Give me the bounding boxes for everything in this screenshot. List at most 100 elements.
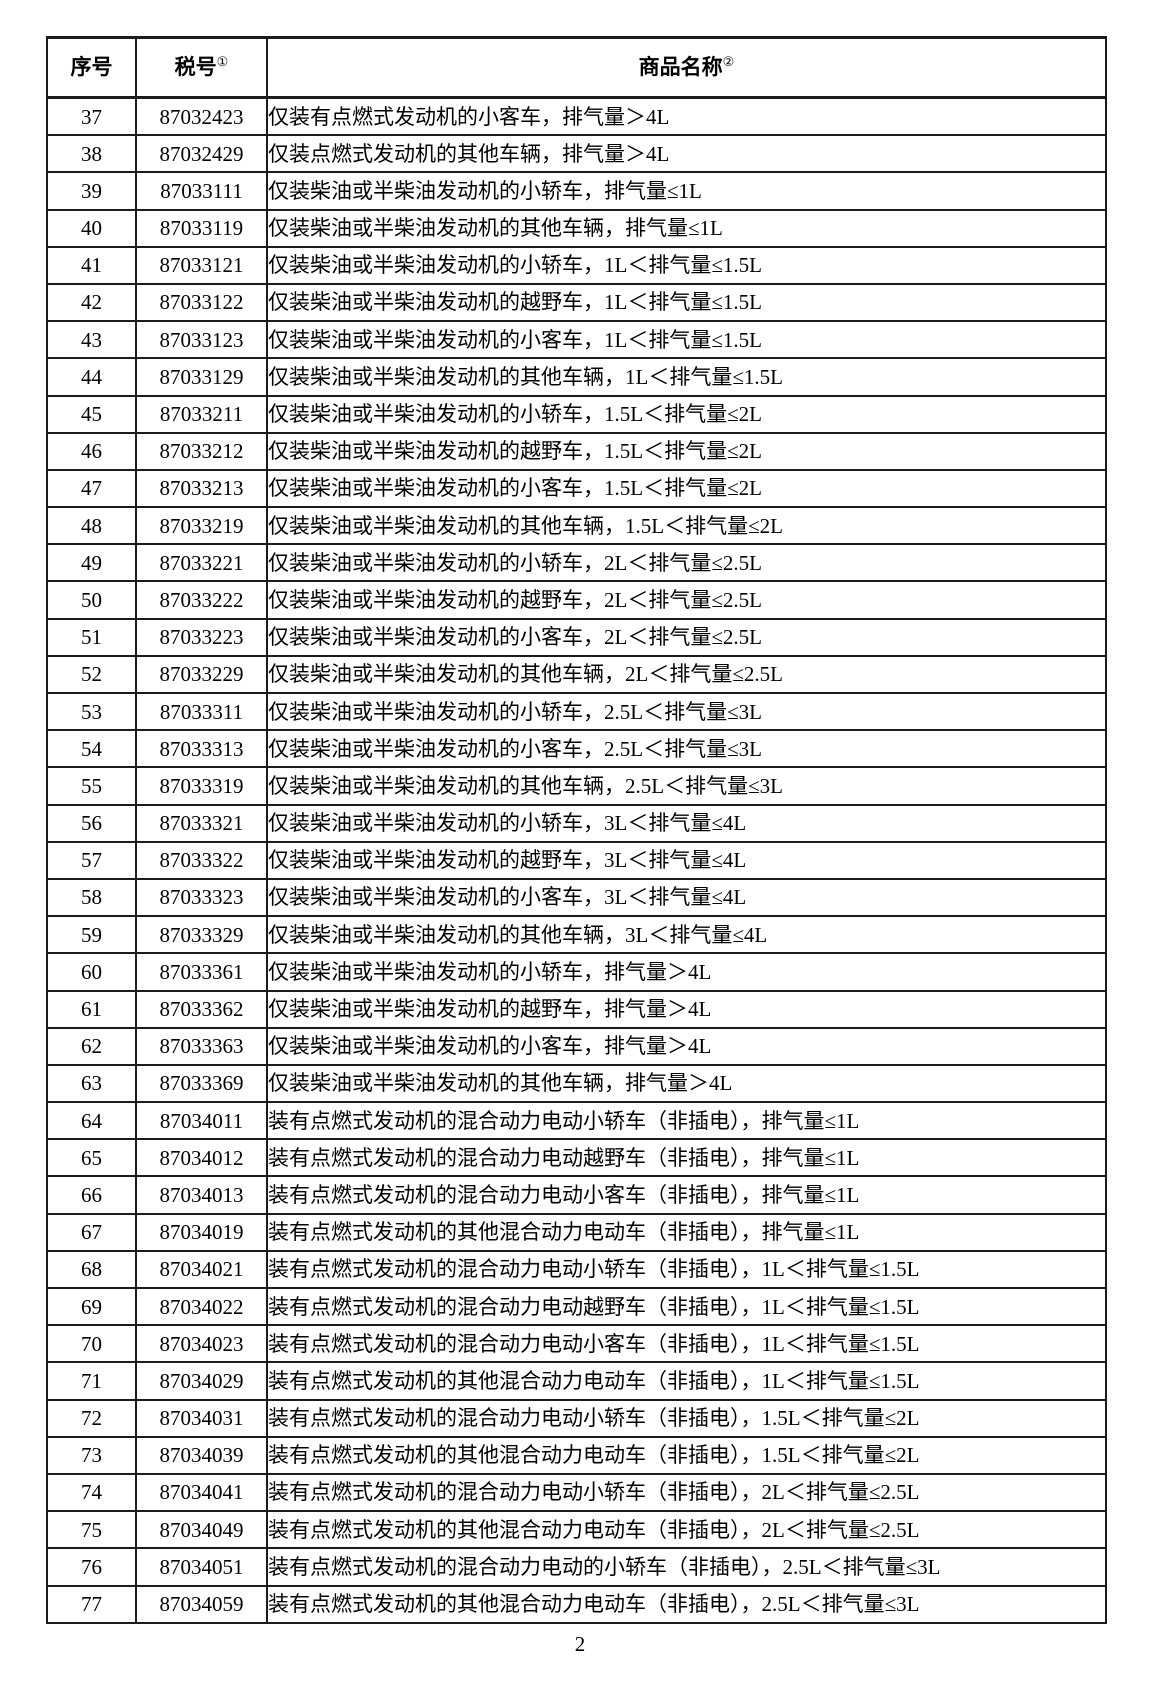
row-tax-cell: 87033321 [135,803,268,843]
table-row: 63 87033369 仅装柴油或半柴油发动机的其他车辆，排气量＞4L [46,1063,1107,1104]
row-tax-cell: 87034031 [135,1398,268,1438]
row-tax-cell: 87034051 [135,1547,268,1587]
row-seq-cell: 39 [46,171,137,211]
header-name-footnote-mark: ② [722,54,735,70]
row-name-cell: 仅装有点燃式发动机的小客车，排气量＞4L [266,96,1107,137]
row-tax-cell: 87034021 [135,1249,268,1290]
row-seq-cell: 47 [46,468,137,509]
table-row: 65 87034012 装有点燃式发动机的混合动力电动越野车（非插电），排气量≤… [46,1138,1107,1178]
row-name-cell: 仅装柴油或半柴油发动机的其他车辆，1L＜排气量≤1.5L [266,357,1107,397]
row-tax-cell: 87033362 [135,989,268,1029]
row-seq-cell: 65 [46,1138,137,1178]
row-tax-cell: 87033129 [135,357,268,397]
table-row: 61 87033362 仅装柴油或半柴油发动机的越野车，排气量＞4L [46,989,1107,1029]
row-name-cell: 装有点燃式发动机的混合动力电动小客车（非插电），1L＜排气量≤1.5L [266,1324,1107,1364]
row-tax-cell: 87034039 [135,1435,268,1475]
row-name-cell: 仅装柴油或半柴油发动机的小客车，1.5L＜排气量≤2L [266,468,1107,509]
row-tax-cell: 87033111 [135,171,268,211]
row-seq-cell: 71 [46,1361,137,1401]
product-table-container: 序号 税号① 商品名称② 37 87032423 仅装有点燃式发动机的小客车，排… [46,36,1107,1624]
table-row: 47 87033213 仅装柴油或半柴油发动机的小客车，1.5L＜排气量≤2L [46,468,1107,509]
row-tax-cell: 87034041 [135,1472,268,1513]
row-seq-cell: 63 [46,1063,137,1104]
row-seq-cell: 53 [46,691,137,732]
row-tax-cell: 87033363 [135,1026,268,1066]
header-seq: 序号 [46,36,137,99]
row-tax-cell: 87033222 [135,580,268,620]
row-seq-cell: 58 [46,877,137,918]
table-row: 46 87033212 仅装柴油或半柴油发动机的越野车，1.5L＜排气量≤2L [46,431,1107,471]
row-tax-cell: 87033361 [135,952,268,992]
row-name-cell: 装有点燃式发动机的其他混合动力电动车（非插电），1L＜排气量≤1.5L [266,1361,1107,1401]
row-tax-cell: 87033119 [135,208,268,248]
row-seq-cell: 49 [46,543,137,583]
header-tax: 税号① [135,36,268,99]
table-row: 43 87033123 仅装柴油或半柴油发动机的小客车，1L＜排气量≤1.5L [46,320,1107,360]
table-row: 42 87033122 仅装柴油或半柴油发动机的越野车，1L＜排气量≤1.5L [46,282,1107,323]
table-row: 60 87033361 仅装柴油或半柴油发动机的小轿车，排气量＞4L [46,952,1107,992]
row-seq-cell: 51 [46,617,137,657]
table-body: 37 87032423 仅装有点燃式发动机的小客车，排气量＞4L 38 8703… [46,96,1107,1624]
table-row: 71 87034029 装有点燃式发动机的其他混合动力电动车（非插电），1L＜排… [46,1361,1107,1401]
row-tax-cell: 87033123 [135,320,268,360]
row-seq-cell: 38 [46,134,137,174]
row-seq-cell: 70 [46,1324,137,1364]
table-row: 74 87034041 装有点燃式发动机的混合动力电动小轿车（非插电），2L＜排… [46,1472,1107,1513]
row-name-cell: 装有点燃式发动机的混合动力电动越野车（非插电），排气量≤1L [266,1138,1107,1178]
row-tax-cell: 87034029 [135,1361,268,1401]
table-row: 41 87033121 仅装柴油或半柴油发动机的小轿车，1L＜排气量≤1.5L [46,245,1107,285]
row-name-cell: 装有点燃式发动机的混合动力电动小轿车（非插电），1L＜排气量≤1.5L [266,1249,1107,1290]
row-seq-cell: 66 [46,1175,137,1215]
row-seq-cell: 48 [46,506,137,546]
row-tax-cell: 87034011 [135,1101,268,1141]
row-seq-cell: 59 [46,915,137,955]
row-name-cell: 仅装柴油或半柴油发动机的越野车，2L＜排气量≤2.5L [266,580,1107,620]
row-seq-cell: 50 [46,580,137,620]
row-seq-cell: 60 [46,952,137,992]
row-seq-cell: 75 [46,1510,137,1550]
row-name-cell: 仅装柴油或半柴油发动机的越野车，1L＜排气量≤1.5L [266,282,1107,323]
table-row: 67 87034019 装有点燃式发动机的其他混合动力电动车（非插电），排气量≤… [46,1212,1107,1252]
row-name-cell: 仅装柴油或半柴油发动机的小客车，排气量＞4L [266,1026,1107,1066]
table-row: 56 87033321 仅装柴油或半柴油发动机的小轿车，3L＜排气量≤4L [46,803,1107,843]
row-seq-cell: 46 [46,431,137,471]
row-name-cell: 仅装柴油或半柴油发动机的其他车辆，排气量＞4L [266,1063,1107,1104]
row-name-cell: 仅装柴油或半柴油发动机的小轿车，1.5L＜排气量≤2L [266,394,1107,434]
row-tax-cell: 87033223 [135,617,268,657]
table-row: 70 87034023 装有点燃式发动机的混合动力电动小客车（非插电），1L＜排… [46,1324,1107,1364]
table-row: 68 87034021 装有点燃式发动机的混合动力电动小轿车（非插电），1L＜排… [46,1249,1107,1290]
row-seq-cell: 42 [46,282,137,323]
table-row: 58 87033323 仅装柴油或半柴油发动机的小客车，3L＜排气量≤4L [46,877,1107,918]
row-name-cell: 装有点燃式发动机的混合动力电动小轿车（非插电），2L＜排气量≤2.5L [266,1472,1107,1513]
row-seq-cell: 40 [46,208,137,248]
table-row: 69 87034022 装有点燃式发动机的混合动力电动越野车（非插电），1L＜排… [46,1286,1107,1327]
row-tax-cell: 87033329 [135,915,268,955]
row-tax-cell: 87033219 [135,506,268,546]
header-tax-footnote-mark: ① [216,54,229,70]
row-name-cell: 仅装柴油或半柴油发动机的其他车辆，1.5L＜排气量≤2L [266,506,1107,546]
row-tax-cell: 87034012 [135,1138,268,1178]
table-row: 72 87034031 装有点燃式发动机的混合动力电动小轿车（非插电），1.5L… [46,1398,1107,1438]
row-name-cell: 仅装柴油或半柴油发动机的越野车，3L＜排气量≤4L [266,840,1107,880]
row-seq-cell: 43 [46,320,137,360]
row-tax-cell: 87034049 [135,1510,268,1550]
row-seq-cell: 45 [46,394,137,434]
header-row: 序号 税号① 商品名称② [46,36,1107,99]
row-seq-cell: 56 [46,803,137,843]
row-seq-cell: 52 [46,654,137,695]
row-name-cell: 仅装柴油或半柴油发动机的小客车，2L＜排气量≤2.5L [266,617,1107,657]
row-tax-cell: 87033221 [135,543,268,583]
row-name-cell: 仅装柴油或半柴油发动机的小轿车，排气量＞4L [266,952,1107,992]
row-tax-cell: 87033369 [135,1063,268,1104]
table-row: 38 87032429 仅装点燃式发动机的其他车辆，排气量＞4L [46,134,1107,174]
table-row: 52 87033229 仅装柴油或半柴油发动机的其他车辆，2L＜排气量≤2.5L [46,654,1107,695]
table-row: 77 87034059 装有点燃式发动机的其他混合动力电动车（非插电），2.5L… [46,1584,1107,1624]
row-name-cell: 仅装柴油或半柴油发动机的小轿车，1L＜排气量≤1.5L [266,245,1107,285]
row-seq-cell: 73 [46,1435,137,1475]
row-seq-cell: 77 [46,1584,137,1624]
row-name-cell: 仅装柴油或半柴油发动机的小客车，3L＜排气量≤4L [266,877,1107,918]
row-seq-cell: 41 [46,245,137,285]
row-seq-cell: 72 [46,1398,137,1438]
table-row: 48 87033219 仅装柴油或半柴油发动机的其他车辆，1.5L＜排气量≤2L [46,506,1107,546]
row-name-cell: 仅装柴油或半柴油发动机的其他车辆，排气量≤1L [266,208,1107,248]
